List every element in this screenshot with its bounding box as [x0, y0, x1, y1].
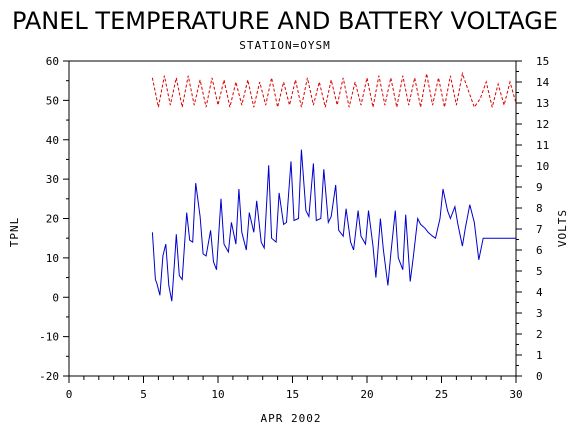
y-right-tick-label: 5 — [536, 265, 543, 278]
y-right-tick-label: 15 — [536, 55, 549, 68]
y-left-tick-label: 30 — [46, 173, 59, 186]
series-group — [151, 71, 517, 302]
y-right-tick-label: 4 — [536, 286, 543, 299]
y-right-tick-label: 13 — [536, 97, 549, 110]
chart-subtitle: STATION=OYSM — [239, 39, 330, 52]
y-left-tick-label: 50 — [46, 94, 59, 107]
axis-ticks: 0 5 10 15 20 25 30-20-100102030405060012345678… — [39, 55, 549, 401]
chart-title: PANEL TEMPERATURE AND BATTERY VOLTAGE — [12, 7, 558, 35]
x-tick-label: 15 — [286, 388, 299, 401]
panel-temperature-line — [151, 149, 516, 302]
y-right-tick-label: 7 — [536, 223, 543, 236]
y-left-tick-label: 0 — [52, 291, 59, 304]
y-left-tick-label: -20 — [39, 370, 59, 383]
y-right-tick-label: 6 — [536, 244, 543, 257]
y-right-tick-label: 1 — [536, 349, 543, 362]
x-tick-label: 25 — [435, 388, 448, 401]
x-tick-label: 0 — [66, 388, 73, 401]
y-axis-label-left: TPNL — [8, 217, 21, 248]
y-right-tick-label: 10 — [536, 160, 549, 173]
y-left-tick-label: 10 — [46, 252, 59, 265]
x-tick-label: 20 — [360, 388, 373, 401]
y-left-tick-label: 20 — [46, 213, 59, 226]
y-right-tick-label: 3 — [536, 307, 543, 320]
y-left-tick-label: -10 — [39, 331, 59, 344]
x-tick-label: 10 — [211, 388, 224, 401]
y-right-tick-label: 12 — [536, 118, 549, 131]
x-axis-label: APR 2002 — [261, 412, 322, 425]
plot-frame — [68, 60, 517, 377]
battery-voltage-line — [151, 71, 517, 109]
x-tick-label: 5 — [140, 388, 147, 401]
y-right-tick-label: 9 — [536, 181, 543, 194]
y-right-tick-label: 8 — [536, 202, 543, 215]
y-right-tick-label: 2 — [536, 328, 543, 341]
y-right-tick-label: 0 — [536, 370, 543, 383]
y-left-tick-label: 60 — [46, 55, 59, 68]
y-axis-label-right: VOLTS — [556, 209, 569, 247]
y-right-tick-label: 14 — [536, 76, 550, 89]
y-right-tick-label: 11 — [536, 139, 549, 152]
y-left-tick-label: 40 — [46, 134, 59, 147]
x-tick-label: 30 — [509, 388, 522, 401]
